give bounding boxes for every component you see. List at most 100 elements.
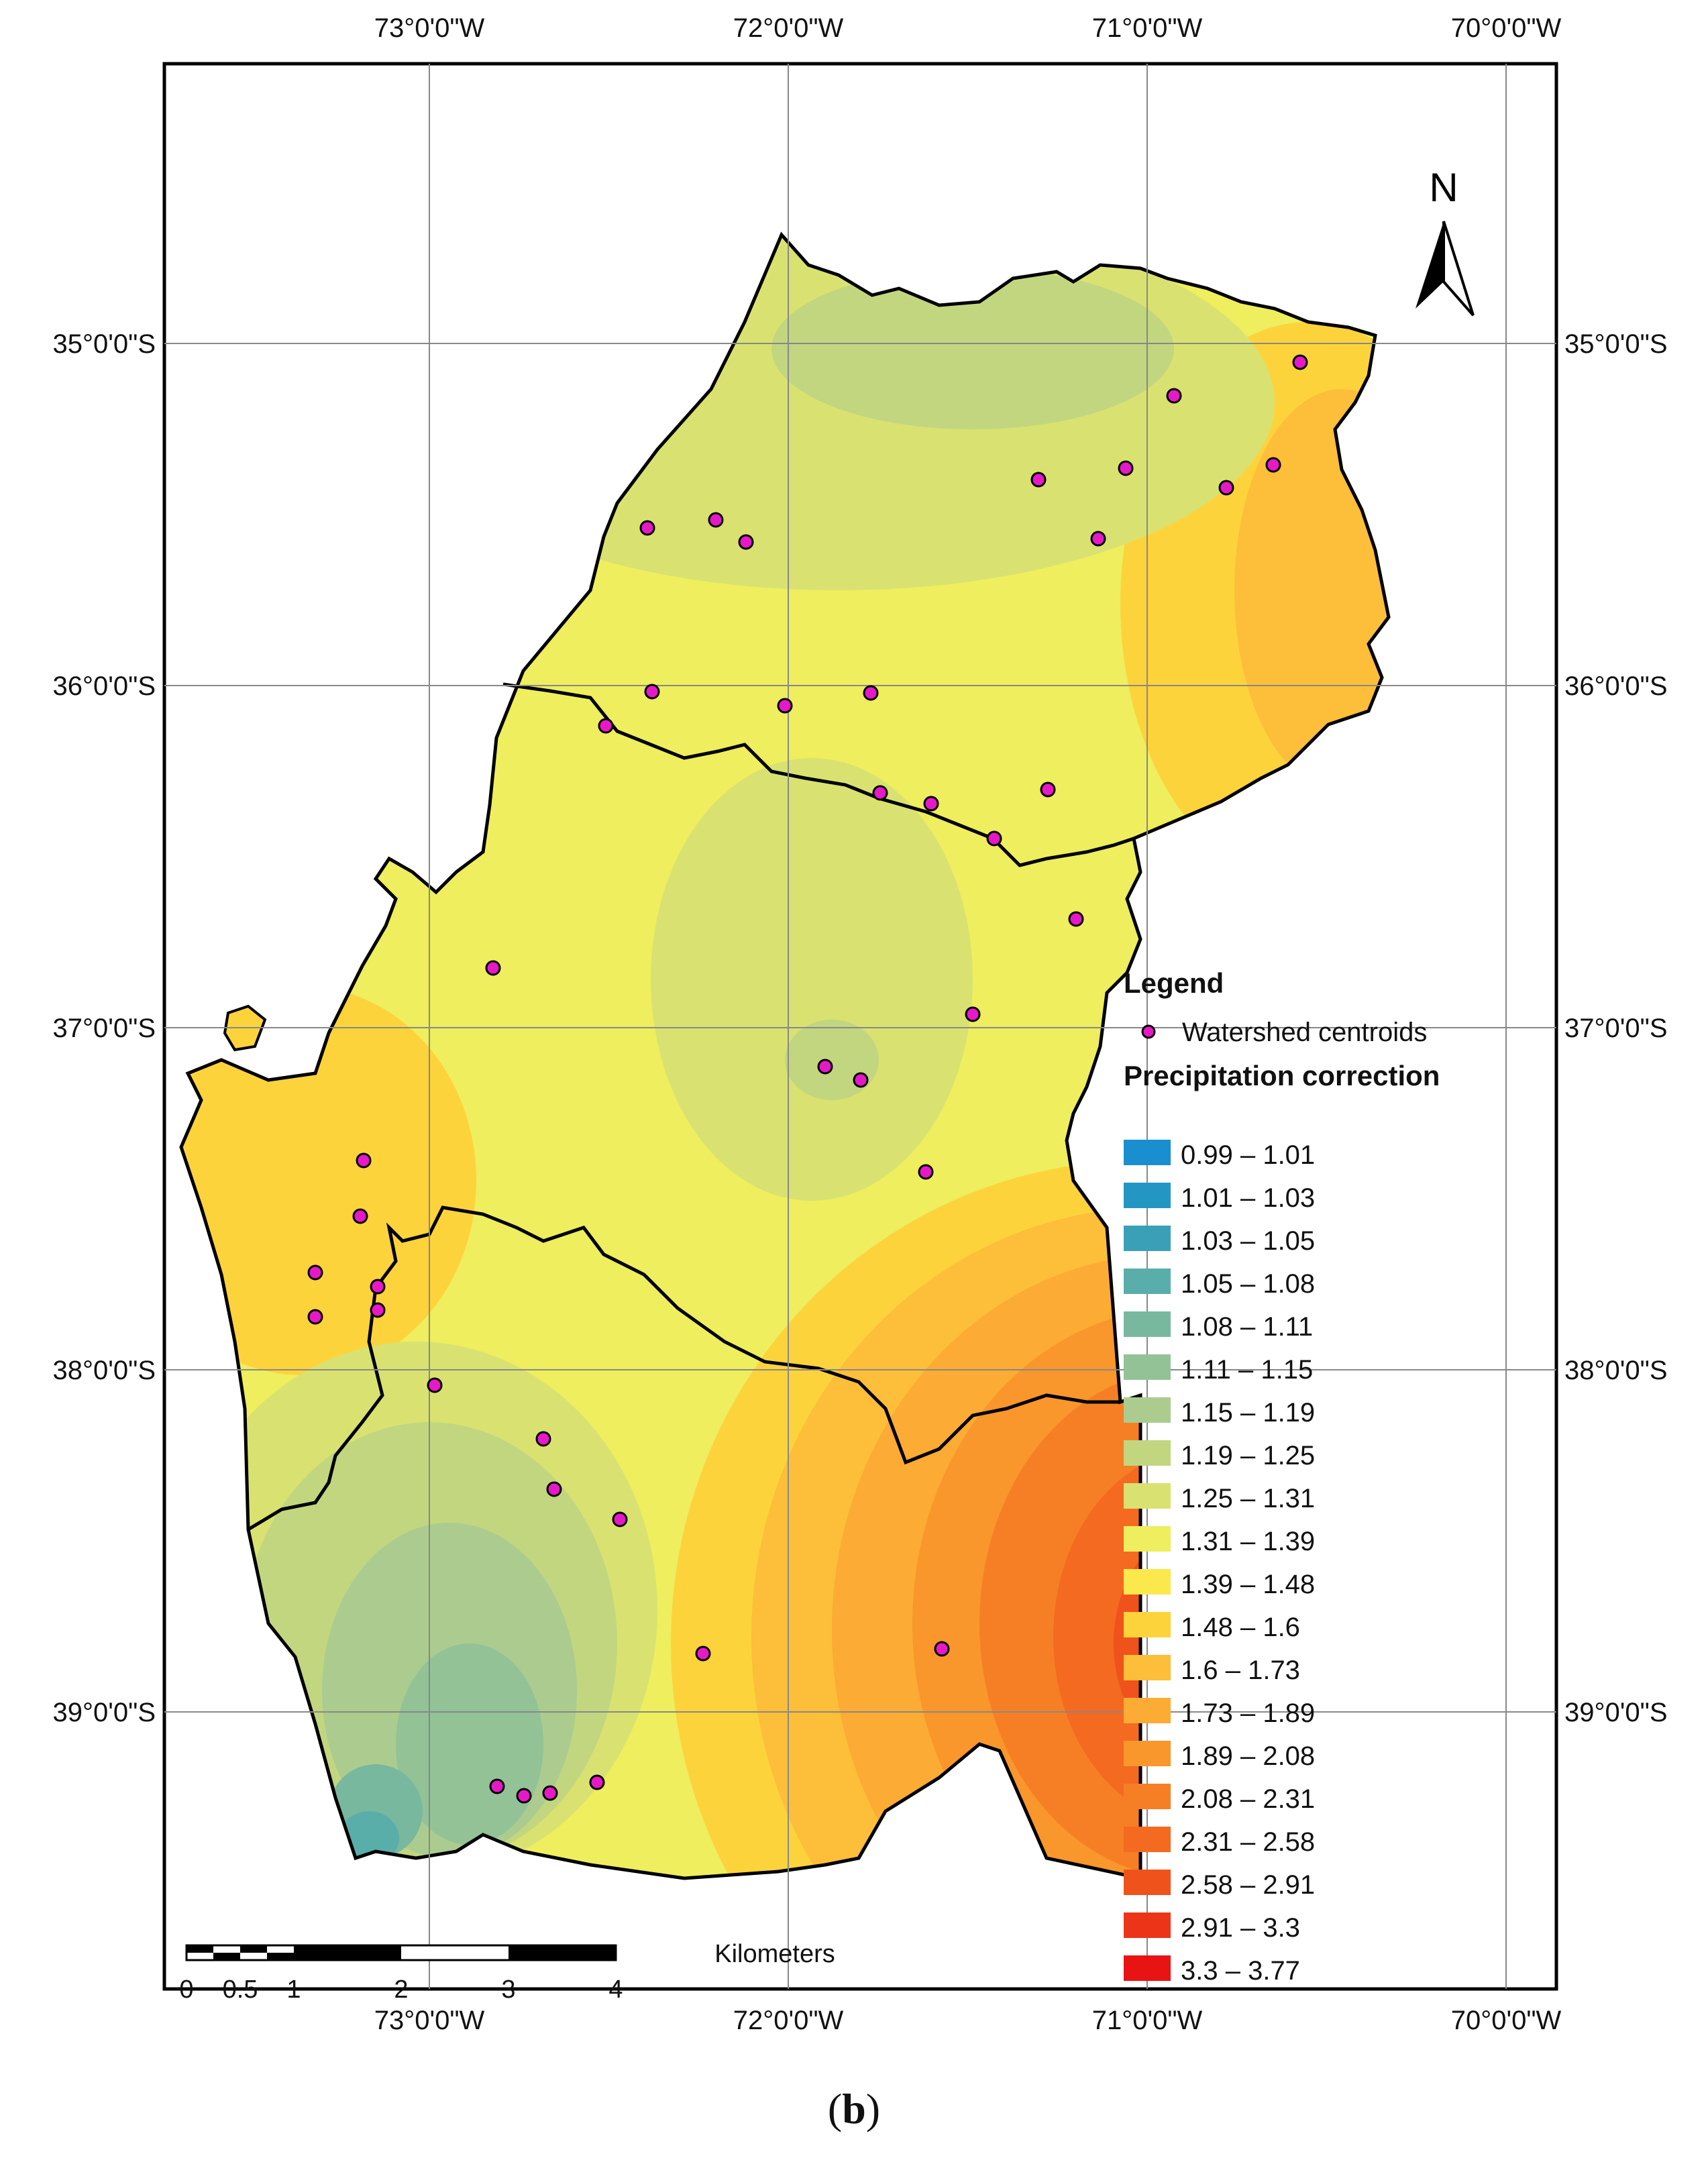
- watershed-centroid: [535, 1431, 551, 1447]
- watershed-centroid: [1030, 472, 1047, 488]
- watershed-centroid: [923, 796, 939, 812]
- legend-class-label: 1.01 – 1.03: [1181, 1183, 1315, 1213]
- watershed-centroid: [516, 1788, 532, 1804]
- watershed-centroid: [427, 1377, 443, 1393]
- legend-swatch: [1124, 1698, 1171, 1723]
- top-axis-label: 71°0'0"W: [1092, 13, 1203, 43]
- legend-swatch: [1124, 1912, 1171, 1938]
- scale-tick-label: 0: [179, 1976, 193, 2004]
- left-axis-label: 36°0'0"S: [53, 671, 156, 701]
- top-axis-label: 72°0'0"W: [733, 13, 844, 43]
- scale-bar: Kilometers 0 0.5 1 2 3 4: [179, 1940, 835, 2004]
- legend-class-label: 1.05 – 1.08: [1181, 1269, 1315, 1299]
- legend-swatch: [1124, 1870, 1171, 1895]
- watershed-centroid: [695, 1646, 711, 1662]
- legend-swatch: [1124, 1183, 1171, 1208]
- legend-swatch: [1124, 1655, 1171, 1680]
- right-axis-label: 38°0'0"S: [1564, 1356, 1668, 1385]
- watershed-centroid: [872, 785, 888, 801]
- bottom-axis-label: 71°0'0"W: [1092, 2006, 1203, 2035]
- scale-tick-label: 4: [608, 1976, 623, 2004]
- right-axis-label: 36°0'0"S: [1564, 671, 1668, 701]
- watershed-boundary-south: [247, 1205, 1120, 1531]
- legend-swatch: [1124, 1140, 1171, 1165]
- top-axis-label: 73°0'0"W: [374, 13, 485, 43]
- watershed-centroid: [546, 1481, 562, 1497]
- watershed-centroid: [489, 1778, 505, 1794]
- watershed-centroid: [1068, 911, 1084, 927]
- right-axis-labels: 35°0'0"S 36°0'0"S 37°0'0"S 38°0'0"S 39°0…: [1564, 329, 1668, 1727]
- legend-swatch: [1124, 1397, 1171, 1423]
- legend-swatch: [1124, 1827, 1171, 1852]
- legend-swatch: [1124, 1483, 1171, 1509]
- north-arrow-icon: N: [1416, 165, 1475, 317]
- bottom-axis-label: 70°0'0"W: [1451, 2006, 1562, 2035]
- watershed-centroid: [612, 1511, 628, 1527]
- legend-class-label: 2.91 – 3.3: [1181, 1913, 1300, 1943]
- legend-class-label: 1.11 – 1.15: [1181, 1355, 1313, 1385]
- watershed-centroid: [598, 718, 614, 734]
- watershed-centroid: [817, 1059, 833, 1075]
- watershed-centroid: [589, 1774, 605, 1790]
- legend-point-label: Watershed centroids: [1182, 1018, 1427, 1047]
- scale-tick-label: 1: [286, 1976, 301, 2004]
- legend-class-label: 1.31 – 1.39: [1181, 1527, 1315, 1556]
- watershed-centroid: [352, 1208, 368, 1224]
- watershed-centroid: [307, 1264, 323, 1281]
- watershed-centroid: [863, 685, 879, 701]
- watershed-centroid: [918, 1164, 934, 1180]
- legend-class-label: 1.73 – 1.89: [1181, 1698, 1315, 1728]
- legend-swatch: [1124, 1269, 1171, 1294]
- region-boundary: [179, 231, 1391, 1881]
- legend-swatch: [1124, 1226, 1171, 1251]
- legend-class-label: 1.6 – 1.73: [1181, 1656, 1300, 1685]
- legend-class-label: 0.99 – 1.01: [1181, 1140, 1315, 1170]
- left-axis-label: 39°0'0"S: [53, 1698, 156, 1727]
- watershed-centroid: [1292, 354, 1308, 370]
- legend-class-label: 3.3 – 3.77: [1181, 1956, 1300, 1986]
- legend-class-label: 1.15 – 1.19: [1181, 1398, 1315, 1427]
- scale-unit: Kilometers: [714, 1940, 835, 1968]
- legend-swatch: [1124, 1440, 1171, 1466]
- legend-classes: 0.99 – 1.01 1.01 – 1.03 1.03 – 1.05 1.05 – …: [1124, 1140, 1315, 1986]
- watershed-centroid: [356, 1152, 372, 1169]
- left-axis-label: 35°0'0"S: [53, 329, 156, 359]
- watershed-centroid: [639, 520, 655, 536]
- watershed-centroid: [934, 1641, 950, 1657]
- legend-point-symbol: [1141, 1024, 1156, 1039]
- legend-swatch: [1124, 1784, 1171, 1809]
- right-axis-label: 37°0'0"S: [1564, 1014, 1668, 1043]
- right-axis-label: 39°0'0"S: [1564, 1698, 1668, 1727]
- watershed-centroid: [1118, 460, 1134, 476]
- legend-swatch: [1124, 1526, 1171, 1552]
- watershed-centroid: [1218, 480, 1234, 496]
- legend-class-label: 1.39 – 1.48: [1181, 1570, 1315, 1599]
- north-label: N: [1429, 165, 1458, 210]
- legend-class-label: 1.48 – 1.6: [1181, 1613, 1300, 1642]
- legend-class-label: 1.25 – 1.31: [1181, 1484, 1315, 1513]
- watershed-centroid: [965, 1006, 981, 1022]
- watershed-centroid: [370, 1279, 386, 1295]
- watershed-centroid: [708, 512, 724, 528]
- watershed-centroid-points: [307, 354, 1308, 1804]
- watershed-centroid: [853, 1072, 869, 1088]
- legend-swatch: [1124, 1569, 1171, 1595]
- legend-swatch: [1124, 1311, 1171, 1337]
- watershed-centroid: [542, 1785, 558, 1801]
- scale-tick-label: 3: [501, 1976, 515, 2004]
- legend-class-label: 1.89 – 2.08: [1181, 1741, 1315, 1771]
- left-axis-label: 38°0'0"S: [53, 1356, 156, 1385]
- watershed-centroid: [485, 960, 501, 976]
- watershed-centroid: [644, 684, 660, 700]
- legend-swatch: [1124, 1612, 1171, 1637]
- watershed-centroid: [986, 830, 1002, 847]
- watershed-centroid: [1166, 388, 1182, 404]
- legend-swatch: [1124, 1741, 1171, 1766]
- left-axis-label: 37°0'0"S: [53, 1014, 156, 1043]
- legend-class-label: 1.08 – 1.11: [1181, 1312, 1313, 1342]
- top-axis-labels: 73°0'0"W 72°0'0"W 71°0'0"W 70°0'0"W: [374, 13, 1562, 43]
- watershed-centroid: [1265, 457, 1281, 473]
- watershed-centroid: [1040, 781, 1056, 798]
- legend-class-label: 2.58 – 2.91: [1181, 1870, 1315, 1900]
